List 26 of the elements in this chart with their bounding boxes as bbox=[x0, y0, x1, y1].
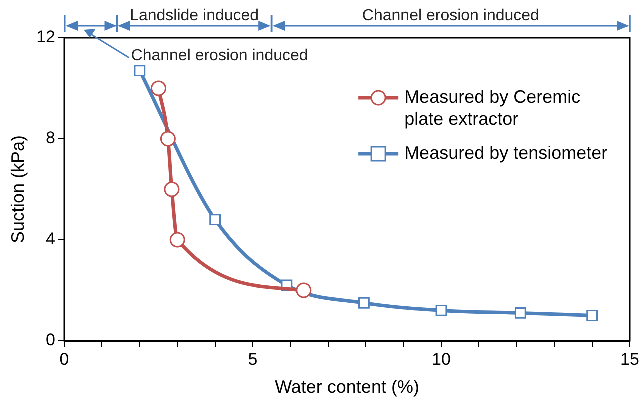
point bbox=[358, 297, 370, 309]
point bbox=[296, 282, 312, 298]
point bbox=[436, 305, 448, 316]
legend-label: Measured by tensiometer bbox=[404, 142, 608, 163]
x-tick-label: 15 bbox=[620, 350, 640, 369]
y-tick-label: 4 bbox=[46, 230, 56, 249]
point bbox=[151, 80, 167, 96]
point bbox=[170, 232, 186, 248]
point bbox=[514, 308, 526, 319]
text: Landslide induced bbox=[130, 7, 260, 24]
point bbox=[134, 65, 146, 77]
x-axis-title: Water content (%) bbox=[275, 377, 420, 398]
point bbox=[160, 131, 176, 147]
y-tick-label: 0 bbox=[46, 330, 56, 350]
point bbox=[164, 182, 180, 198]
y-tick-label: 8 bbox=[46, 128, 56, 148]
y-axis-title: Suction (kPa) bbox=[8, 135, 28, 244]
legend-label: Measured by Ceremic plate extractor bbox=[404, 86, 581, 129]
x-tick-label: 10 bbox=[432, 350, 451, 369]
x-tick-label: 0 bbox=[60, 350, 70, 369]
point bbox=[210, 214, 222, 226]
text: Channel erosion induced bbox=[362, 7, 540, 24]
y-tick-label: 12 bbox=[36, 28, 56, 47]
annotation: Channel erosion induced bbox=[131, 47, 308, 64]
x-tick-label: 5 bbox=[248, 350, 258, 369]
point bbox=[586, 310, 598, 322]
